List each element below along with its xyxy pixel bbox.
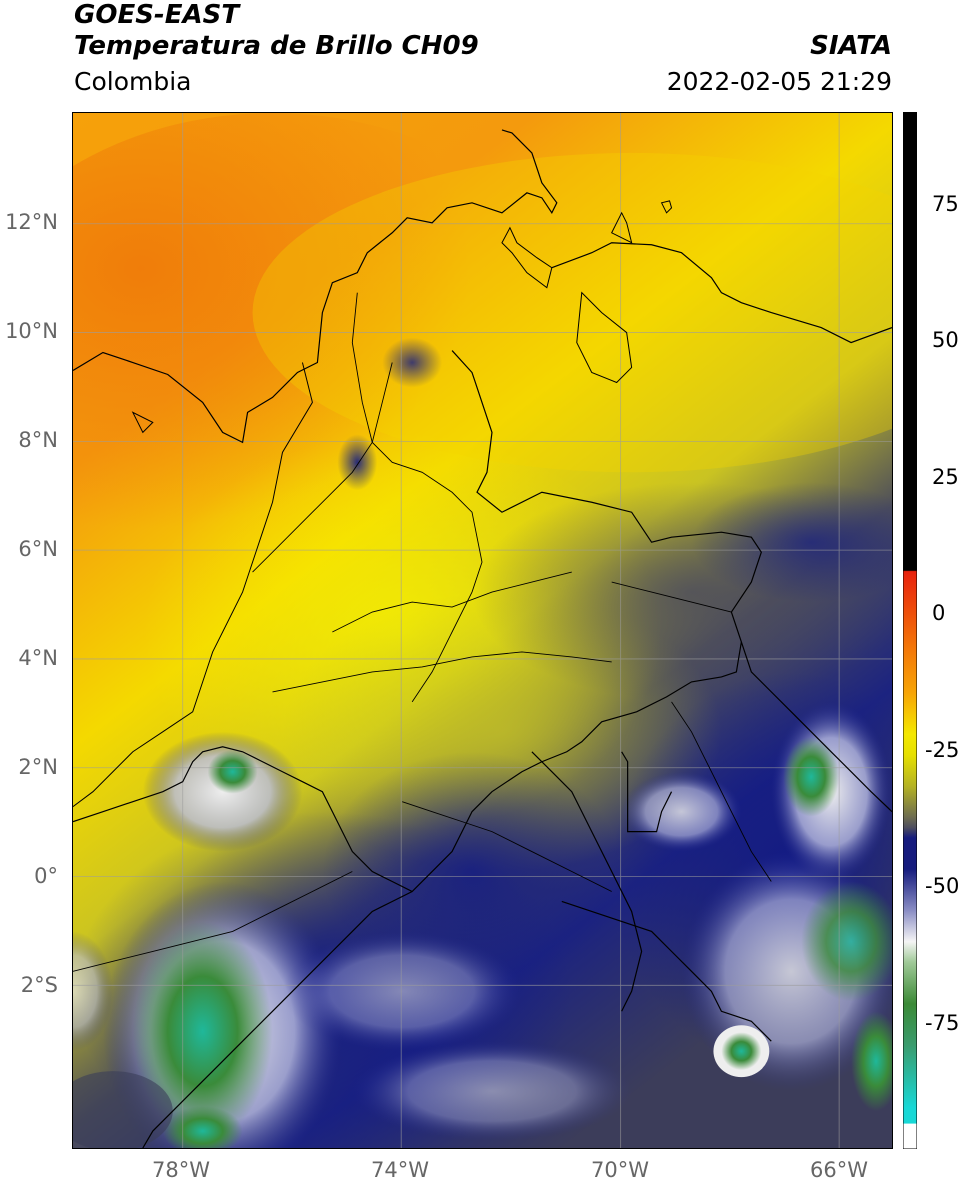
meta-block: SIATA 2022-02-05 21:29 <box>667 30 892 102</box>
colorbar-tick-label: 0 <box>932 601 946 625</box>
lon-tick-label: 74°W <box>371 1158 429 1182</box>
region-name: Colombia <box>74 67 192 96</box>
colorbar-tick-label: 75 <box>932 192 959 216</box>
lon-tick-label: 66°W <box>810 1158 868 1182</box>
brightness-temperature-image <box>73 113 892 1148</box>
lon-tick-label: 70°W <box>591 1158 649 1182</box>
satellite-name: GOES-EAST <box>74 0 240 30</box>
lat-tick-label: 0° <box>34 864 58 888</box>
satellite-map <box>72 112 893 1149</box>
product-title: Temperatura de Brillo CH09 <box>74 31 479 61</box>
lat-tick-label: 6°N <box>18 537 58 561</box>
grid-lines <box>73 113 892 1148</box>
colorbar-tick-label: -25 <box>925 738 960 762</box>
lat-tick-label: 12°N <box>5 210 58 234</box>
lat-tick-label: 8°N <box>18 428 58 452</box>
colorbar-tick-label: -75 <box>925 1011 960 1035</box>
colorbar-tick-label: -50 <box>925 874 960 898</box>
organization-name: SIATA <box>810 31 892 61</box>
colorbar-tick-label: 25 <box>932 465 959 489</box>
lat-tick-label: 4°N <box>18 646 58 670</box>
timestamp: 2022-02-05 21:29 <box>666 67 892 96</box>
colorbar <box>903 112 917 1149</box>
title-block: GOES-EAST Temperatura de Brillo CH09 Col… <box>74 0 479 102</box>
lat-tick-label: 10°N <box>5 319 58 343</box>
lat-tick-label: 2°N <box>18 755 58 779</box>
colorbar-tick-label: 50 <box>932 328 959 352</box>
lat-tick-label: 2°S <box>20 973 58 997</box>
country-borders <box>73 129 892 1148</box>
lon-tick-label: 78°W <box>152 1158 210 1182</box>
